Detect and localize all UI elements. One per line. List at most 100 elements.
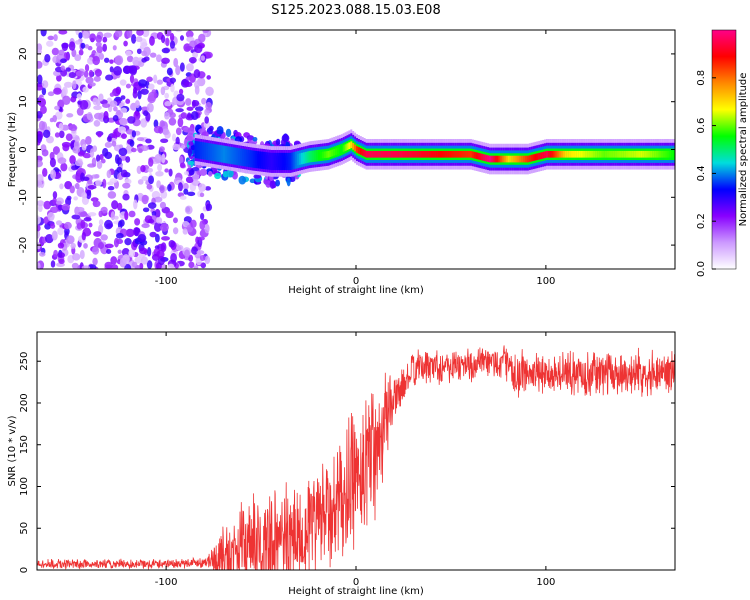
noise-blob [112, 115, 119, 122]
noise-blob [62, 95, 71, 106]
ridge-cell [519, 155, 522, 163]
noise-blob [181, 112, 188, 118]
ridge-cell [223, 150, 226, 158]
noise-blob [76, 93, 82, 100]
noise-blob [205, 101, 212, 111]
ridge-cell [524, 155, 527, 163]
ridge-cell [517, 155, 520, 163]
ridge-cell [226, 151, 229, 159]
noise-blob [52, 114, 57, 123]
ridge-cell [209, 148, 212, 156]
ridge-cell [361, 149, 364, 156]
noise-blob [113, 237, 119, 248]
noise-blob [159, 223, 169, 232]
noise-blob [81, 231, 86, 241]
noise-blob [179, 35, 185, 41]
ridge-cell [257, 156, 260, 164]
ridge-cell [673, 150, 675, 158]
noise-blob [146, 76, 153, 82]
ridge-cell [240, 153, 243, 161]
noise-blob [136, 137, 145, 142]
noise-blob [166, 67, 173, 76]
noise-blob [72, 253, 81, 261]
ridge-cell [538, 152, 541, 160]
ridge-cell [642, 150, 645, 158]
ridge-cell [551, 150, 554, 158]
noise-blob [38, 97, 47, 107]
noise-blob [96, 45, 103, 54]
noise-blob [141, 223, 150, 229]
transition-blob [188, 141, 194, 146]
noise-blob [100, 158, 106, 164]
noise-blob [190, 111, 199, 121]
noise-blob [81, 192, 88, 199]
noise-blob [159, 201, 166, 209]
ridge-cell [321, 151, 324, 159]
y-tick-label: 0 [18, 146, 29, 152]
noise-blob [137, 234, 147, 243]
ridge-cell [549, 150, 552, 158]
noise-blob [203, 121, 211, 129]
ridge-cell [559, 150, 562, 158]
noise-blob [149, 231, 157, 238]
x-axis-label: Height of straight line (km) [288, 285, 424, 296]
noise-blob [178, 88, 184, 95]
ridge-cell [661, 150, 664, 158]
noise-blob [95, 154, 101, 163]
noise-blob [159, 184, 165, 194]
noise-blob [71, 262, 79, 269]
noise-blob [154, 245, 160, 250]
ridge-cell [232, 152, 235, 160]
ridge-cell [283, 158, 286, 165]
transition-blob [187, 148, 193, 157]
noise-blob [180, 144, 186, 149]
noise-blob [140, 88, 149, 95]
x-tick-label: 100 [536, 577, 555, 588]
ridge-cell [640, 150, 643, 158]
transition-blob [207, 170, 213, 177]
y-tick-label: 150 [19, 435, 30, 454]
ridge-cell [583, 150, 586, 158]
noise-blob [206, 75, 211, 80]
y-tick-label: 100 [19, 477, 30, 496]
noise-blob [92, 55, 101, 66]
noise-blob [205, 203, 213, 211]
ridge-cell [224, 151, 227, 158]
noise-blob [204, 116, 210, 124]
ridge-cell [625, 150, 628, 158]
ridge-cell [266, 157, 269, 165]
ridge-cell [350, 141, 353, 149]
noise-blob [37, 179, 43, 188]
noise-blob [88, 222, 93, 228]
ridge-cell [545, 150, 548, 158]
x-tick-label: 0 [353, 276, 359, 287]
ridge-cell [238, 153, 241, 161]
noise-blob [204, 223, 210, 234]
noise-blob [185, 46, 194, 51]
noise-blob [42, 167, 48, 177]
noise-blob [168, 117, 177, 126]
noise-blob [139, 262, 144, 269]
ridge-cell [207, 148, 210, 156]
ridge-cell [637, 150, 640, 158]
ridge-cell [610, 150, 613, 158]
ridge-cell [502, 155, 505, 163]
noise-blob [53, 87, 62, 95]
colorbar-label: Normalized spectral amplitude [738, 73, 749, 227]
noise-blob [87, 163, 96, 168]
noise-blob [68, 124, 78, 132]
noise-blob [82, 152, 92, 159]
x-tick-label: 0 [353, 577, 359, 588]
noise-blob [127, 116, 136, 124]
ridge-cell [205, 148, 208, 155]
noise-blob [73, 140, 80, 150]
noise-blob [188, 261, 195, 269]
transition-blob [275, 138, 281, 146]
noise-blob [52, 146, 60, 155]
noise-blob [52, 191, 58, 199]
noise-blob [148, 157, 154, 167]
y-tick-label: 10 [18, 95, 29, 108]
noise-blob [125, 98, 131, 104]
x-tick-label: -100 [155, 577, 178, 588]
transition-blob [186, 132, 195, 142]
